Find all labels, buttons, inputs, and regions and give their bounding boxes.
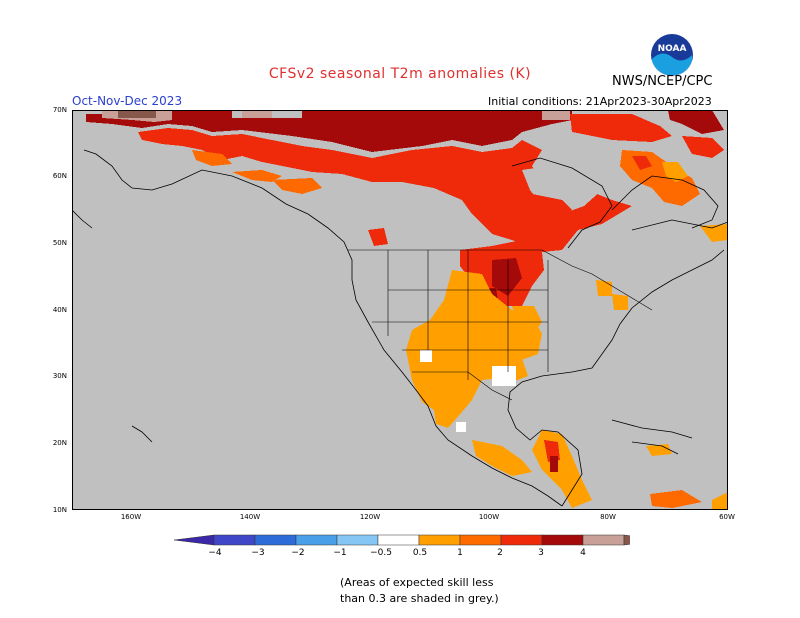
colorbar-label-neg1: −1 <box>333 548 347 558</box>
colorbar-label-3: 3 <box>538 548 544 558</box>
colorbar-segment-neg4-neg3 <box>213 534 256 546</box>
colorbar-label-4: 4 <box>580 548 586 558</box>
colorbar-label-1: 1 <box>457 548 463 558</box>
season-label: Oct-Nov-Dec 2023 <box>72 94 183 108</box>
lon-label-100w: 100W <box>478 513 500 521</box>
colorbar-segment-2-3 <box>500 534 543 546</box>
colorbar-segment-neg2-neg1 <box>295 534 338 546</box>
skill-note-line1: (Areas of expected skill less <box>340 576 494 589</box>
colorbar-label-0-5: 0.5 <box>412 548 428 558</box>
colorbar-segment-neg3-neg2 <box>254 534 297 546</box>
colorbar-segment-lt-neg4 <box>173 534 215 546</box>
colorbar-segment-05-1 <box>418 534 461 546</box>
anomaly-map <box>72 110 728 510</box>
lat-label-10n: 10N <box>52 506 67 514</box>
colorbar-label-neg2: −2 <box>291 548 305 558</box>
noaa-logo: NOAA <box>651 34 693 77</box>
lon-label-120w: 120W <box>359 513 381 521</box>
lon-label-80w: 80W <box>600 513 616 521</box>
colorbar-label-2: 2 <box>497 548 503 558</box>
political-borders <box>348 249 653 401</box>
logo-text: NOAA <box>658 44 687 54</box>
colorbar-label-neg0-5: −0.5 <box>370 548 392 558</box>
agency-label: NWS/NCEP/CPC <box>612 74 713 89</box>
colorbar-segment-gt-4 <box>623 534 630 546</box>
colorbar <box>173 534 630 546</box>
colorbar-segment-neg1-neg05 <box>336 534 379 546</box>
colorbar-segment-gt-4 <box>582 534 625 546</box>
colorbar-segment-3-4 <box>541 534 584 546</box>
colorbar-segment-neg05-05 <box>377 534 420 546</box>
lat-label-60n: 60N <box>52 172 67 180</box>
lat-label-50n: 50N <box>52 239 67 247</box>
colorbar-label-neg3: −3 <box>251 548 265 558</box>
lat-label-30n: 30N <box>52 372 67 380</box>
initial-conditions-label: Initial conditions: 21Apr2023-30Apr2023 <box>488 95 712 108</box>
lat-label-70n: 70N <box>52 106 67 114</box>
lat-label-40n: 40N <box>52 306 67 314</box>
colorbar-segment-1-2 <box>459 534 502 546</box>
map-frame <box>72 110 728 510</box>
coastlines <box>72 149 728 507</box>
lat-label-20n: 20N <box>52 439 67 447</box>
lon-label-60w: 60W <box>719 513 735 521</box>
lon-label-160w: 160W <box>120 513 142 521</box>
lon-label-140w: 140W <box>239 513 261 521</box>
colorbar-label-neg4: −4 <box>208 548 222 558</box>
skill-note-line2: than 0.3 are shaded in grey.) <box>340 592 499 605</box>
skill-note: (Areas of expected skill less than 0.3 a… <box>340 575 499 607</box>
map-title: CFSv2 seasonal T2m anomalies (K) <box>268 66 532 82</box>
